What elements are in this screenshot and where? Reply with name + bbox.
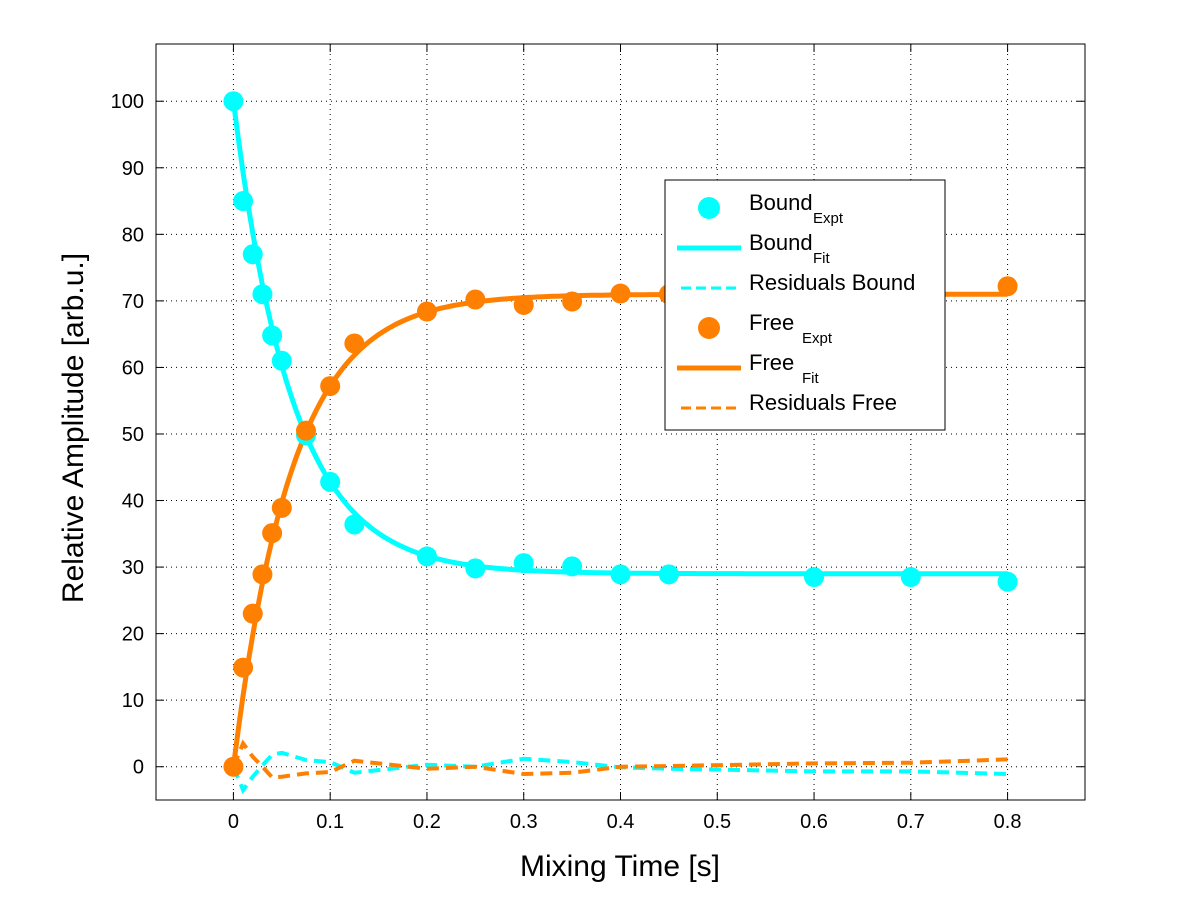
x-tick-label: 0.4	[607, 811, 635, 833]
x-tick-label: 0.5	[703, 811, 731, 833]
x-tick-label: 0.2	[413, 811, 441, 833]
legend-box	[664, 179, 946, 431]
free-expt-point	[295, 420, 316, 441]
free-expt-point	[465, 289, 486, 310]
bound-expt-point	[513, 553, 534, 574]
free-expt-point	[271, 497, 292, 518]
y-tick-label: 60	[122, 357, 144, 379]
legend-label: Residuals Free	[749, 390, 897, 415]
y-axis-label: Relative Amplitude [arb.u.]	[57, 253, 90, 603]
free-expt-point	[513, 294, 534, 315]
legend-label: Bound	[749, 190, 813, 215]
free-expt-point	[233, 657, 254, 678]
bound-expt-point	[223, 91, 244, 112]
bound-expt-point	[271, 350, 292, 371]
bound-expt-point	[320, 471, 341, 492]
bound-expt-point	[344, 514, 365, 535]
legend-subscript: Expt	[802, 330, 833, 347]
free-expt-point	[252, 564, 273, 585]
legend-subscript: Fit	[813, 250, 830, 267]
free-expt-point	[223, 756, 244, 777]
free-expt-point	[610, 283, 631, 304]
residuals-bound-line	[231, 750, 1008, 795]
free-expt-point	[242, 603, 263, 624]
legend-label: Free	[749, 350, 794, 375]
free-expt-point	[320, 376, 341, 397]
free-expt-point	[416, 301, 437, 322]
free-expt-point	[997, 276, 1018, 297]
y-tick-label: 20	[122, 624, 144, 646]
bound-expt-point	[262, 325, 283, 346]
y-tick-label: 40	[122, 491, 144, 513]
free-expt-point	[562, 291, 583, 312]
legend-subscript: Fit	[802, 370, 819, 387]
legend-label: Residuals Bound	[749, 270, 915, 295]
bound-expt-point	[804, 567, 825, 588]
legend-label: Free	[749, 310, 794, 335]
bound-expt-point	[610, 564, 631, 585]
y-tick-label: 70	[122, 291, 144, 313]
x-axis-label: Mixing Time [s]	[520, 850, 720, 883]
legend-marker-icon	[698, 197, 720, 219]
y-tick-label: 30	[122, 557, 144, 579]
grid	[156, 44, 1085, 800]
legend-marker-icon	[698, 317, 720, 339]
free-expt-point	[262, 523, 283, 544]
ticks: 0 0.1 0.2 0.3 0.4 0.5 0.6 0.7 0.8 0 10 20 30 40 50 60 70…	[111, 44, 1085, 833]
y-tick-label: 80	[122, 224, 144, 246]
bound-expt-point	[242, 244, 263, 265]
x-tick-label: 0.8	[994, 811, 1022, 833]
bound-expt-point	[233, 191, 254, 212]
bound-expt-point	[252, 284, 273, 305]
y-tick-label: 100	[111, 91, 144, 113]
bound-expt-point	[465, 558, 486, 579]
x-tick-label: 0.6	[800, 811, 828, 833]
y-tick-label: 90	[122, 158, 144, 180]
bound-expt-point	[997, 571, 1018, 592]
x-tick-label: 0	[228, 811, 239, 833]
x-tick-label: 0.3	[510, 811, 538, 833]
legend-subscript: Expt	[813, 210, 844, 227]
free-expt-point	[344, 333, 365, 354]
bound-expt-point	[416, 546, 437, 567]
bound-expt-point	[562, 556, 583, 577]
plot-frame	[155, 43, 1086, 801]
x-tick-label: 0.7	[897, 811, 925, 833]
y-tick-label: 0	[133, 757, 144, 779]
bound-expt-point	[658, 564, 679, 585]
y-tick-label: 10	[122, 690, 144, 712]
legend-label: Bound	[749, 230, 813, 255]
y-tick-label: 50	[122, 424, 144, 446]
plot-area	[156, 44, 1085, 800]
bound-expt-point	[900, 567, 921, 588]
residuals-free-line	[231, 739, 1008, 780]
x-tick-label: 0.1	[316, 811, 344, 833]
